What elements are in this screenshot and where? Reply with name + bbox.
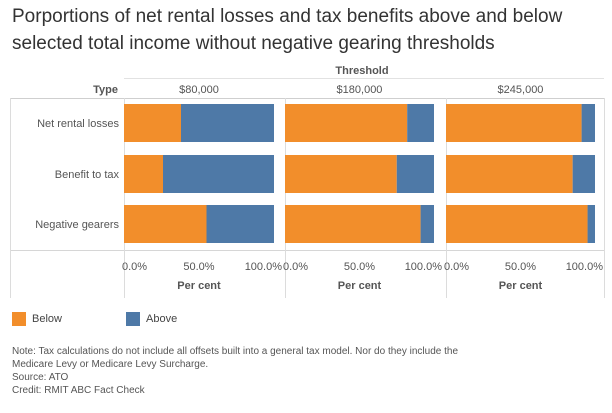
bar-below-180-000-negative-gearers xyxy=(285,205,421,243)
bar-above-180-000-net-rental-losses xyxy=(407,104,434,142)
category-label-benefit-to-tax: Benefit to tax xyxy=(55,169,120,181)
tick-label-80-000-1: 50.0% xyxy=(183,261,214,273)
tick-label-180-000-0: 0.0% xyxy=(283,261,308,273)
axis-title-180-000: Per cent xyxy=(338,280,382,292)
bar-above-245-000-negative-gearers xyxy=(587,205,595,243)
credit-line: Credit: RMIT ABC Fact Check xyxy=(12,385,145,396)
chart-title-line-1: Porportions of net rental losses and tax… xyxy=(12,6,563,27)
bar-below-180-000-net-rental-losses xyxy=(285,104,408,142)
chart-title-line-2: selected total income without negative g… xyxy=(12,33,495,54)
legend-item-above: Above xyxy=(126,311,177,327)
bar-below-80-000-net-rental-losses xyxy=(124,104,181,142)
bar-above-245-000-benefit-to-tax xyxy=(572,155,595,193)
legend-label-above: Above xyxy=(146,313,178,325)
tick-label-80-000-0: 0.0% xyxy=(122,261,147,273)
bar-below-245-000-net-rental-losses xyxy=(446,104,582,142)
panel-header-80-000: $80,000 xyxy=(179,84,219,96)
panel-header-245-000: $245,000 xyxy=(498,84,544,96)
category-label-negative-gearers: Negative gearers xyxy=(35,219,119,231)
axis-title-80-000: Per cent xyxy=(177,280,221,292)
source-line: Source: ATO xyxy=(12,372,69,383)
chart-notes: Note: Tax calculations do not include al… xyxy=(12,345,608,397)
note-line-2: Medicare Levy or Medicare Levy Surcharge… xyxy=(12,359,209,370)
tick-label-180-000-2: 100.0% xyxy=(405,261,443,273)
tick-label-245-000-0: 0.0% xyxy=(444,261,469,273)
category-label-net-rental-losses: Net rental losses xyxy=(37,118,119,130)
legend-item-below: Below xyxy=(12,311,62,327)
tick-label-245-000-2: 100.0% xyxy=(566,261,604,273)
column-header-threshold: Threshold xyxy=(335,65,388,77)
bar-above-80-000-negative-gearers xyxy=(206,205,274,243)
tick-label-245-000-1: 50.0% xyxy=(505,261,536,273)
bar-below-80-000-benefit-to-tax xyxy=(124,155,163,193)
bar-above-180-000-negative-gearers xyxy=(420,205,434,243)
stacked-bar-chart: Threshold Type $80,000 $180,000 $245,000 Net … xyxy=(10,65,605,298)
legend-swatch-below xyxy=(12,312,26,326)
bar-above-80-000-net-rental-losses xyxy=(181,104,274,142)
bar-above-80-000-benefit-to-tax xyxy=(163,155,274,193)
bar-above-180-000-benefit-to-tax xyxy=(396,155,434,193)
legend-swatch-above xyxy=(126,312,140,326)
bar-below-245-000-benefit-to-tax xyxy=(446,155,573,193)
note-line-1: Note: Tax calculations do not include al… xyxy=(12,346,459,357)
tick-label-180-000-1: 50.0% xyxy=(344,261,375,273)
legend-label-below: Below xyxy=(32,313,62,325)
row-header-type: Type xyxy=(93,84,118,96)
tick-label-80-000-2: 100.0% xyxy=(245,261,283,273)
bar-below-80-000-negative-gearers xyxy=(124,205,207,243)
chart-title: Porportions of net rental losses and tax… xyxy=(12,3,608,57)
bar-below-180-000-benefit-to-tax xyxy=(285,155,397,193)
bar-below-245-000-negative-gearers xyxy=(446,205,588,243)
panel-header-180-000: $180,000 xyxy=(337,84,383,96)
bar-above-245-000-net-rental-losses xyxy=(581,104,595,142)
axis-title-245-000: Per cent xyxy=(499,280,543,292)
